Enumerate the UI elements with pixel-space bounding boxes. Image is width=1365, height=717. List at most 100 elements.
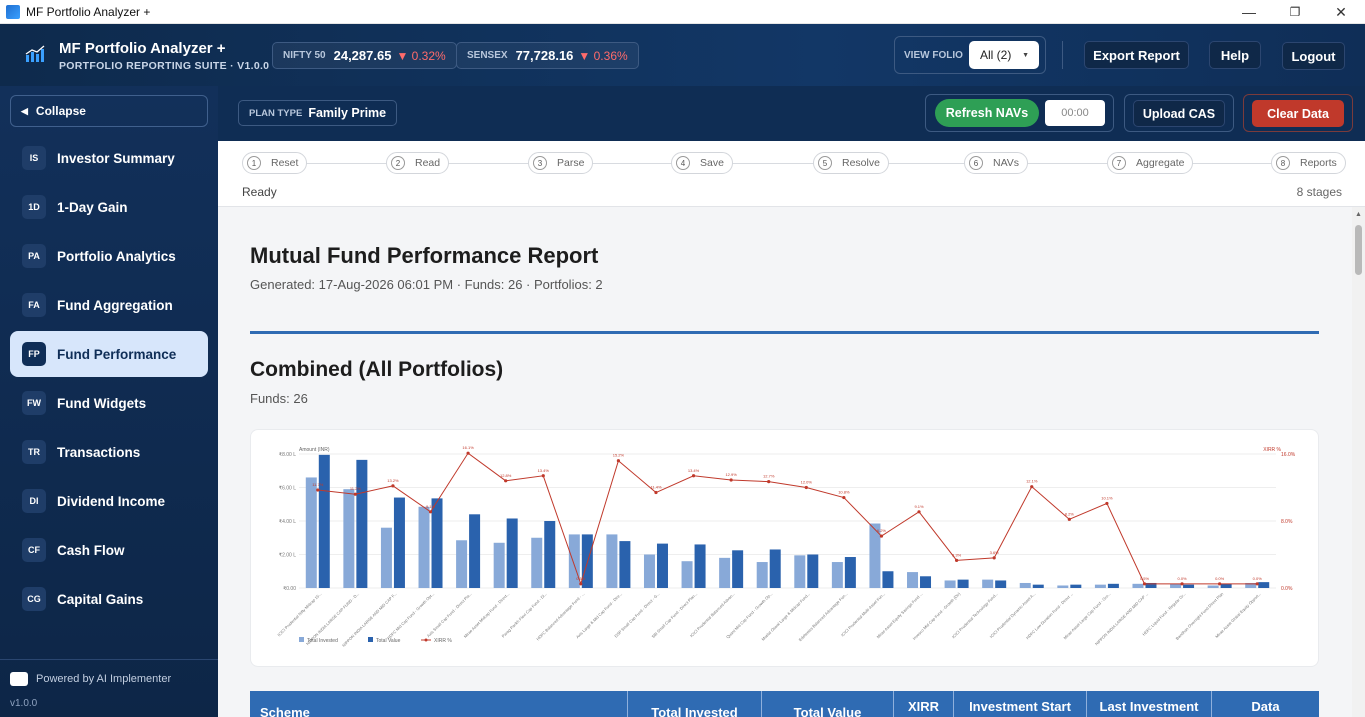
sidebar-item-investor-summary[interactable]: IS Investor Summary [10, 136, 208, 180]
plan-type-label: PLAN TYPE [249, 107, 303, 119]
xirr-data-label: 0.0% [1253, 576, 1263, 581]
powered-by: Powered by AI Implementer [10, 672, 171, 686]
stage-number: 2 [391, 156, 405, 170]
bar-total-invested [1057, 585, 1069, 588]
logout-button[interactable]: Logout [1282, 42, 1345, 70]
col-investment-start[interactable]: Investment Start [954, 691, 1087, 717]
upload-cas-button[interactable]: Upload CAS [1133, 100, 1225, 127]
bar-total-invested [869, 523, 881, 588]
sidebar-item-cash-flow[interactable]: CF Cash Flow [10, 528, 208, 572]
sidebar-item-portfolio-analytics[interactable]: PA Portfolio Analytics [10, 234, 208, 278]
bar-total-value [995, 580, 1007, 588]
xirr-point [391, 484, 395, 488]
nav-badge: CF [22, 538, 46, 562]
y-tick-label: ₹4.00 L [279, 519, 296, 525]
bar-total-invested [794, 555, 806, 588]
collapse-label: Collapse [35, 104, 86, 118]
sidebar-item-capital-gains[interactable]: CG Capital Gains [10, 577, 208, 621]
xirr-data-label: 0.0% [1177, 576, 1187, 581]
nav-badge: TR [22, 440, 46, 464]
sidebar-item-label: Fund Widgets [57, 395, 147, 411]
col-data[interactable]: Data [1251, 699, 1280, 714]
app-subtitle: PORTFOLIO REPORTING SUITE · V1.0.0 [59, 60, 270, 72]
nav-badge: 1D [22, 195, 46, 219]
sidebar-item-fund-aggregation[interactable]: FA Fund Aggregation [10, 283, 208, 327]
col-last-investment[interactable]: Last Investment [1087, 691, 1212, 717]
xirr-point [1142, 582, 1147, 586]
nifty-value: 24,287.65 [333, 48, 392, 63]
stage-number: 4 [676, 156, 690, 170]
scrollbar-thumb[interactable] [1355, 225, 1362, 275]
xirr-data-label: 12.0% [801, 480, 813, 485]
xirr-point [767, 480, 771, 484]
clear-data-button[interactable]: Clear Data [1252, 100, 1344, 127]
bar-total-value [619, 541, 631, 588]
xirr-data-label: 13.4% [688, 468, 700, 473]
xirr-data-label: 11.2% [350, 486, 361, 491]
help-button[interactable]: Help [1209, 41, 1261, 69]
report-generated: Generated: 17-Aug-2026 06:01 PM · Funds:… [250, 277, 603, 292]
bar-total-value [356, 459, 368, 588]
sidebar-item-dividend-income[interactable]: DI Dividend Income [10, 479, 208, 523]
col-xirr[interactable]: XIRR [894, 691, 954, 717]
app-icon [6, 4, 20, 19]
xirr-point [842, 495, 846, 500]
vertical-scrollbar[interactable]: ▲ [1352, 207, 1365, 717]
col-total-value[interactable]: Total Value [762, 691, 894, 717]
sensex-value: 77,728.16 [515, 48, 574, 63]
xirr-data-label: 15.2% [613, 453, 625, 458]
xirr-point [729, 478, 733, 482]
collapse-button[interactable]: ◀ Collapse [10, 95, 208, 127]
bar-total-value [807, 554, 819, 588]
bar-total-invested [1019, 582, 1031, 588]
stage-label: Save [700, 157, 724, 169]
bar-total-value [920, 576, 932, 588]
xirr-data-label: 13.2% [387, 478, 399, 483]
nav-badge: FA [22, 293, 46, 317]
bar-total-invested [418, 506, 430, 588]
col-scheme[interactable]: Scheme [250, 691, 628, 717]
xirr-point [654, 490, 658, 495]
x-tick-label: Mirae Asset Global Equity Opport... [1214, 591, 1262, 639]
bar-total-invested [568, 534, 580, 588]
sidebar-item-transactions[interactable]: TR Transactions [10, 430, 208, 474]
bar-total-invested [831, 562, 843, 588]
col-total-invested[interactable]: Total Invested [628, 691, 762, 717]
folio-select[interactable]: All (2) ▼ [969, 41, 1039, 69]
scroll-up-icon[interactable]: ▲ [1355, 211, 1362, 218]
stage-label: NAVs [993, 157, 1020, 169]
stage-read: 2 Read [386, 152, 450, 174]
xirr-point [504, 479, 508, 483]
xirr-point [1105, 501, 1109, 506]
xirr-point [917, 510, 921, 514]
bar-total-value [318, 454, 330, 588]
sidebar-item-fund-performance[interactable]: FP Fund Performance [10, 331, 208, 377]
bar-total-value [431, 498, 443, 588]
bar-total-invested [643, 554, 655, 588]
xirr-data-label: 16.1% [462, 445, 474, 450]
report-title: Mutual Fund Performance Report [250, 243, 599, 268]
xirr-data-label: 11.4% [650, 485, 661, 490]
sensex-label: SENSEX [467, 50, 508, 61]
bar-total-invested [305, 477, 317, 588]
close-icon[interactable]: ✕ [1335, 3, 1347, 20]
nifty-ticker: NIFTY 50 24,287.65 ▼ 0.32% [272, 42, 457, 69]
x-tick-label: HDFC Liquid Fund - Regular Gr... [1141, 591, 1187, 637]
clear-group: Clear Data [1243, 94, 1353, 132]
xirr-point [316, 488, 320, 492]
maximize-icon[interactable]: ❐ [1289, 5, 1301, 19]
bar-total-value [1145, 582, 1157, 588]
xirr-data-label: 3.3% [952, 552, 962, 557]
brand: MF Portfolio Analyzer + PORTFOLIO REPORT… [59, 40, 269, 72]
refresh-navs-button[interactable]: Refresh NAVs [935, 99, 1039, 127]
y2-tick-label: 0.0% [1281, 586, 1293, 592]
nav-badge: CG [22, 587, 46, 611]
view-folio-label: VIEW FOLIO [904, 49, 963, 61]
xirr-point [466, 451, 470, 455]
y-tick-label: ₹8.00 L [279, 452, 296, 458]
sidebar-item-fund-widgets[interactable]: FW Fund Widgets [10, 381, 208, 425]
minimize-icon[interactable]: — [1242, 4, 1256, 20]
export-report-button[interactable]: Export Report [1084, 41, 1189, 69]
sidebar: ◀ Collapse IS Investor Summary 1D 1-Day … [0, 86, 218, 717]
sidebar-item-1-day-gain[interactable]: 1D 1-Day Gain [10, 185, 208, 229]
